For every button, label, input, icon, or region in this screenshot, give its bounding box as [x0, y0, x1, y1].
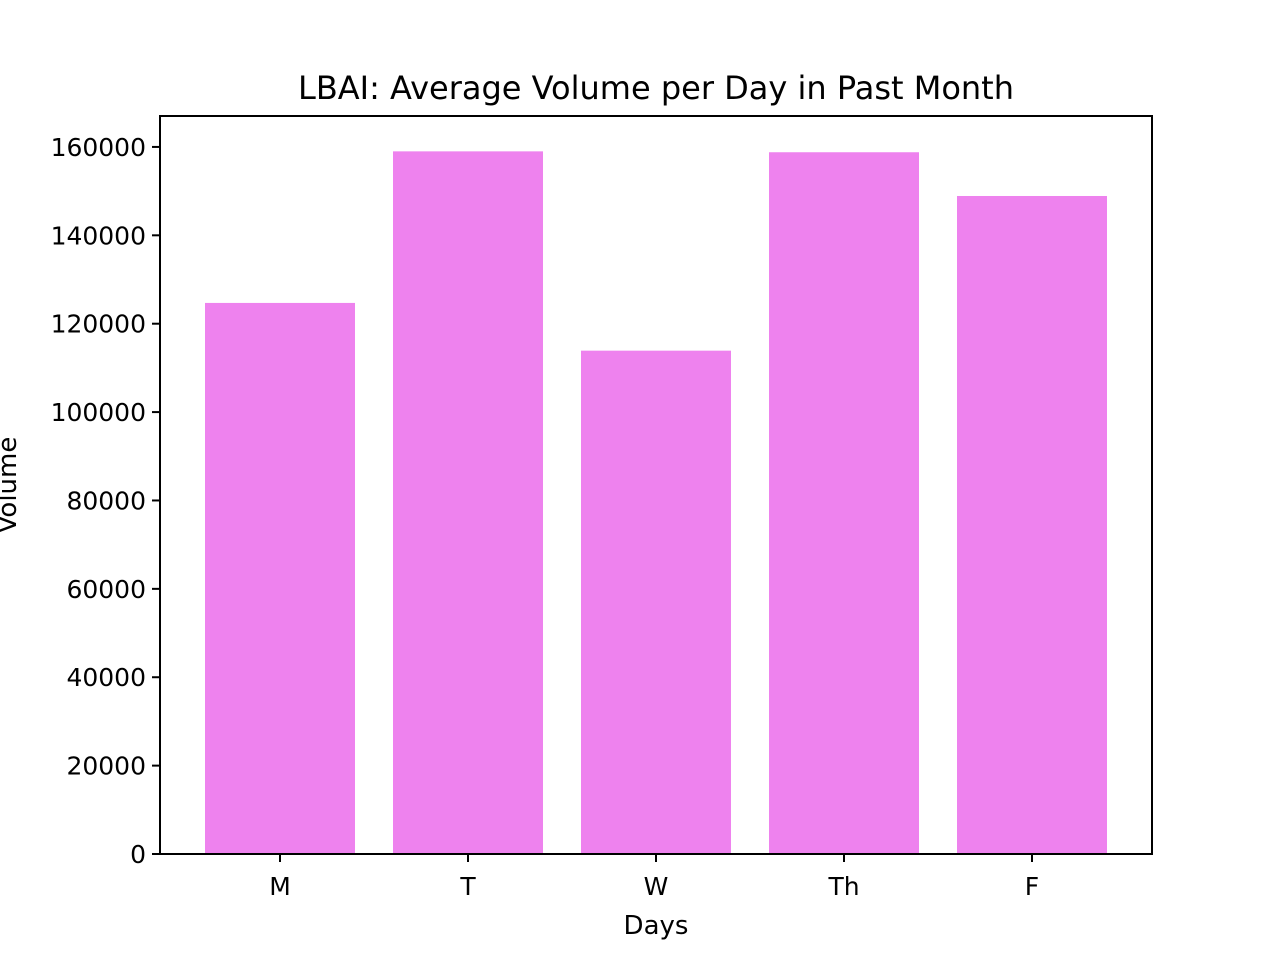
x-tick-label-w: W	[644, 872, 669, 901]
plot-frame	[159, 115, 1153, 855]
chart-title: LBAI: Average Volume per Day in Past Mon…	[298, 69, 1014, 107]
x-tick-label-m: M	[269, 872, 291, 901]
x-tick-label-th: Th	[827, 872, 859, 901]
y-tick-label: 140000	[51, 221, 146, 250]
y-axis-label: Volume	[0, 437, 23, 534]
y-tick-label: 120000	[51, 310, 146, 339]
x-tick-label-t: T	[459, 872, 476, 901]
bar-th	[769, 152, 919, 854]
bar-m	[205, 302, 355, 854]
y-tick-label: 160000	[51, 133, 146, 162]
x-axis: M T W Th F	[269, 854, 1039, 901]
y-tick-label: 20000	[66, 752, 146, 781]
x-tick-label-f: F	[1025, 872, 1039, 901]
bar-f	[957, 195, 1107, 855]
y-tick-label: 100000	[51, 398, 146, 427]
bars-layer	[205, 151, 1107, 855]
y-tick-label: 0	[130, 840, 146, 869]
y-tick-label: 80000	[66, 486, 146, 515]
y-axis: 0 20000 40000 60000 80000 100000 120000 140000 1…	[51, 133, 160, 869]
bar-w	[581, 350, 731, 854]
y-tick-label: 60000	[66, 575, 146, 604]
x-axis-label: Days	[624, 911, 689, 941]
bar-t	[393, 151, 543, 855]
y-tick-label: 40000	[66, 663, 146, 692]
